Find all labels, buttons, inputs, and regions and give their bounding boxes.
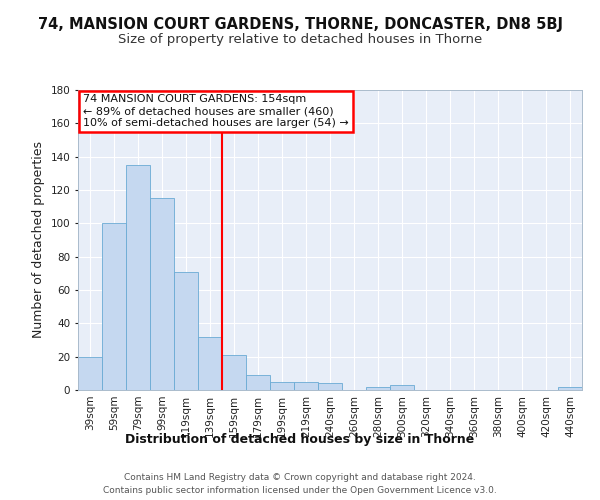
Bar	[558, 386, 582, 390]
Bar	[246, 375, 270, 390]
Y-axis label: Number of detached properties: Number of detached properties	[32, 142, 45, 338]
Bar	[318, 384, 342, 390]
Bar	[366, 386, 390, 390]
Text: Distribution of detached houses by size in Thorne: Distribution of detached houses by size …	[125, 432, 475, 446]
Bar	[270, 382, 294, 390]
Bar	[222, 355, 246, 390]
Bar	[390, 385, 414, 390]
Bar	[102, 224, 126, 390]
Bar	[198, 336, 222, 390]
Bar	[174, 272, 198, 390]
Text: 74 MANSION COURT GARDENS: 154sqm
← 89% of detached houses are smaller (460)
10% : 74 MANSION COURT GARDENS: 154sqm ← 89% o…	[83, 94, 349, 128]
Text: 74, MANSION COURT GARDENS, THORNE, DONCASTER, DN8 5BJ: 74, MANSION COURT GARDENS, THORNE, DONCA…	[37, 18, 563, 32]
Text: Contains public sector information licensed under the Open Government Licence v3: Contains public sector information licen…	[103, 486, 497, 495]
Text: Size of property relative to detached houses in Thorne: Size of property relative to detached ho…	[118, 32, 482, 46]
Bar	[78, 356, 102, 390]
Bar	[150, 198, 174, 390]
Bar	[126, 165, 150, 390]
Bar	[294, 382, 318, 390]
Text: Contains HM Land Registry data © Crown copyright and database right 2024.: Contains HM Land Registry data © Crown c…	[124, 472, 476, 482]
